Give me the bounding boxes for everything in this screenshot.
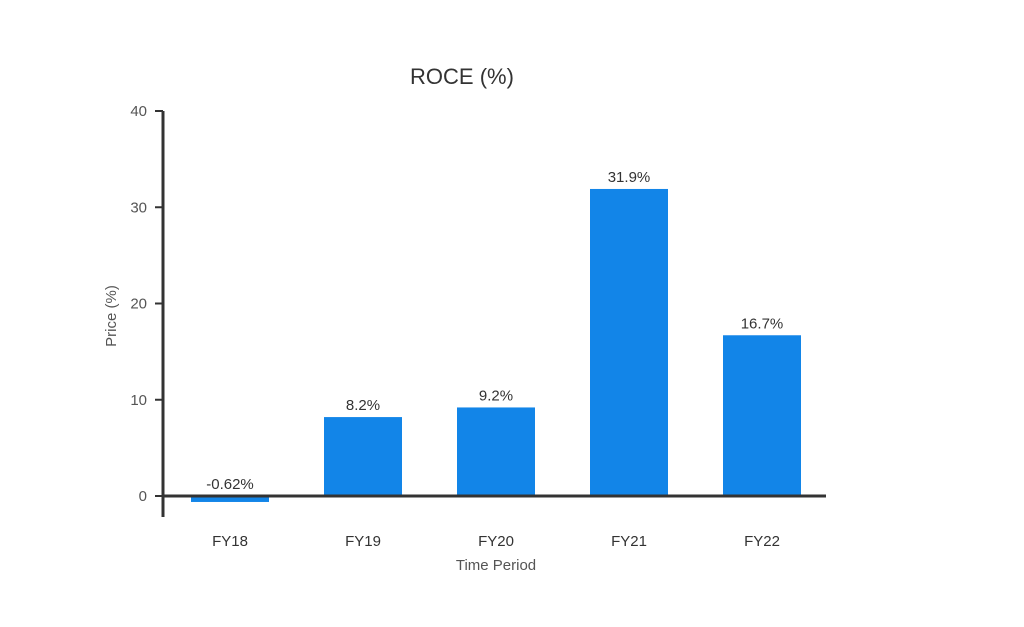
y-tick-label: 10 — [130, 392, 147, 409]
data-label-fy22: 16.7% — [741, 315, 784, 332]
x-category-fy20: FY20 — [478, 533, 514, 550]
bar-fy21 — [590, 188, 668, 496]
x-category-fy19: FY19 — [345, 533, 381, 550]
data-label-fy19: 8.2% — [346, 397, 380, 414]
data-label-fy18: -0.62% — [206, 476, 254, 493]
y-axis-ticks: 0 10 20 30 40 — [130, 103, 163, 505]
bar-fy18 — [191, 496, 269, 502]
y-tick-label: 40 — [130, 103, 147, 120]
x-axis-label: Time Period — [456, 557, 536, 574]
data-label-fy21: 31.9% — [608, 169, 651, 186]
x-category-fy18: FY18 — [212, 533, 248, 550]
x-category-fy21: FY21 — [611, 533, 647, 550]
x-axis-categories: FY18 FY19 FY20 FY21 FY22 — [212, 533, 780, 550]
bars — [191, 188, 801, 502]
y-tick-label: 20 — [130, 296, 147, 313]
y-axis-label: Price (%) — [103, 285, 120, 347]
x-category-fy22: FY22 — [744, 533, 780, 550]
y-tick-label: 30 — [130, 199, 147, 216]
bar-fy22 — [723, 335, 801, 496]
y-tick-label: 0 — [139, 488, 147, 505]
bar-fy20 — [457, 407, 535, 496]
chart-title: ROCE (%) — [410, 64, 514, 89]
data-label-fy20: 9.2% — [479, 387, 513, 404]
data-labels: -0.62% 8.2% 9.2% 31.9% 16.7% — [206, 169, 783, 493]
bar-fy19 — [324, 417, 402, 496]
